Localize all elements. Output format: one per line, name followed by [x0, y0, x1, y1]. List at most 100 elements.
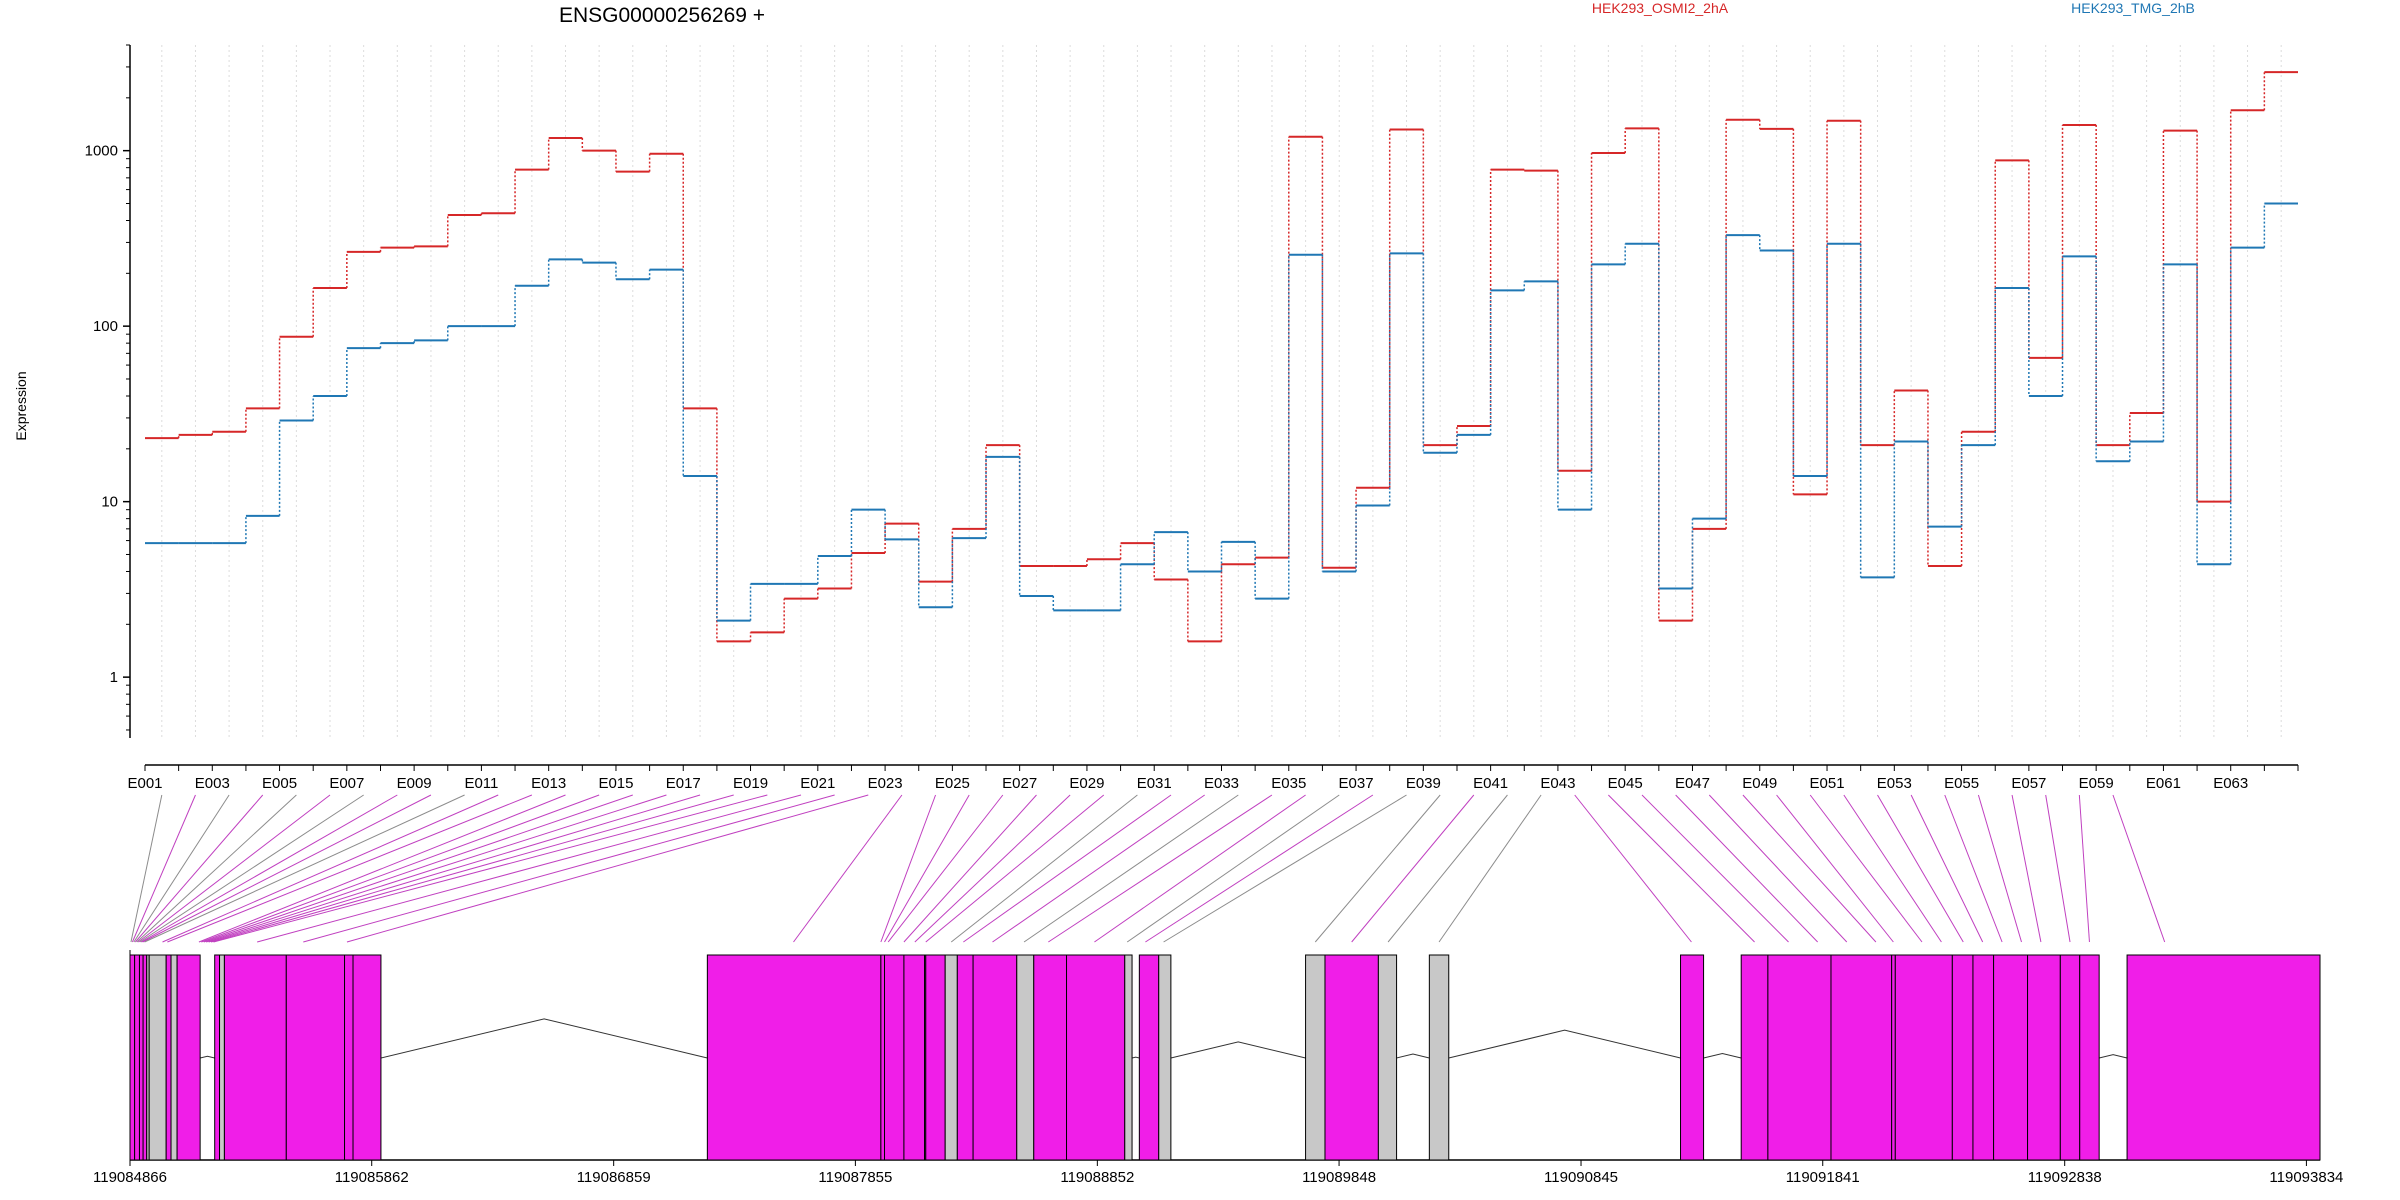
exon-block-12 — [223, 954, 287, 1161]
exon-block-21 — [925, 954, 946, 1161]
x-tick-label-E019: E019 — [733, 775, 768, 792]
connector-E041 — [1387, 794, 1508, 943]
exon-block-33 — [1377, 954, 1398, 1161]
x-tick-label-E007: E007 — [329, 775, 364, 792]
connector-E001 — [130, 794, 163, 943]
x-tick-label-E047: E047 — [1675, 775, 1710, 792]
intron-5 — [1396, 1053, 1430, 1059]
x-tick-label-E013: E013 — [531, 775, 566, 792]
exon-block-25 — [1016, 954, 1035, 1161]
x-tick-label-E061: E061 — [2146, 775, 2181, 792]
connector-E008 — [140, 794, 398, 943]
legend: HEK293_OSMI2_2hA HEK293_TMG_2hB — [1592, 0, 2195, 16]
connector-E015 — [203, 794, 633, 943]
exon-block-24 — [972, 954, 1018, 1161]
exon-block-10 — [214, 954, 221, 1161]
intron-8 — [2099, 1054, 2128, 1059]
connector-E036 — [1126, 794, 1340, 943]
exon-block-45 — [2059, 954, 2081, 1161]
intron-6 — [1448, 1029, 1681, 1059]
connector-E004 — [134, 794, 264, 943]
exon-block-39 — [1891, 954, 1896, 1161]
connector-E025 — [884, 794, 970, 943]
connector-E052 — [1877, 794, 1964, 943]
exon-block-19 — [903, 954, 926, 1161]
connector-E003 — [133, 794, 230, 943]
genome-tick-label-119093834: 119093834 — [2269, 1169, 2343, 1186]
x-tick-label-E023: E023 — [868, 775, 903, 792]
connector-E050 — [1809, 794, 1923, 943]
y-tick-label-10: 10 — [101, 494, 118, 511]
connector-E055 — [1977, 794, 2022, 943]
connector-E022 — [346, 794, 869, 943]
x-tick-label-E049: E049 — [1742, 775, 1777, 792]
exon-block-11 — [219, 954, 225, 1161]
connector-E056 — [2011, 794, 2042, 943]
connector-E040 — [1351, 794, 1475, 943]
x-tick-label-E059: E059 — [2079, 775, 2114, 792]
genome-tick-label-119092838: 119092838 — [2028, 1169, 2102, 1186]
exon-block-2 — [134, 954, 140, 1161]
x-tick-label-E035: E035 — [1271, 775, 1306, 792]
x-tick-label-E015: E015 — [598, 775, 633, 792]
connector-E012 — [167, 794, 533, 943]
chart-title: ENSG00000256269 + — [559, 4, 765, 27]
y-tick-label-1000: 1000 — [85, 143, 118, 160]
y-tick-label-1: 1 — [110, 669, 118, 686]
connector-E047 — [1708, 794, 1848, 943]
exon-block-27 — [1066, 954, 1126, 1161]
x-tick-label-E041: E041 — [1473, 775, 1508, 792]
x-tick-label-E005: E005 — [262, 775, 297, 792]
exon-block-31 — [1305, 954, 1326, 1161]
connector-E046 — [1675, 794, 1818, 943]
connector-E016 — [206, 794, 667, 943]
connector-E043 — [1574, 794, 1692, 943]
connector-E024 — [880, 794, 937, 943]
connector-E018 — [210, 794, 734, 943]
x-tick-label-E055: E055 — [1944, 775, 1979, 792]
connector-E059 — [2112, 794, 2166, 943]
intron-2 — [380, 1018, 708, 1059]
x-tick-label-E053: E053 — [1877, 775, 1912, 792]
connector-E009 — [142, 794, 432, 943]
x-tick-label-E029: E029 — [1069, 775, 1104, 792]
connector-E021 — [303, 794, 835, 943]
axes: 1 10 100 1000 E001 E003 E005 E007 E009 E011 E013 E0… — [85, 44, 2299, 792]
series-lines — [145, 71, 2298, 643]
exon-block-43 — [1993, 954, 2029, 1161]
exon-block-3 — [138, 954, 144, 1161]
exon-block-47 — [2126, 954, 2321, 1161]
connector-E033 — [1023, 794, 1239, 943]
exon-block-38 — [1830, 954, 1893, 1161]
exon-block-7 — [165, 954, 172, 1161]
connector-E020 — [257, 794, 802, 943]
exon-block-6 — [148, 954, 167, 1161]
connector-E057 — [2045, 794, 2071, 943]
x-tick-label-E063: E063 — [2213, 775, 2248, 792]
gene-model: 119084866 119085862 119086859 119087855 1190… — [93, 950, 2343, 1186]
connector-E013 — [198, 794, 566, 943]
connector-E017 — [208, 794, 701, 943]
exon-block-17 — [880, 954, 886, 1161]
connector-E028 — [914, 794, 1071, 943]
exon-block-37 — [1767, 954, 1832, 1161]
x-tick-label-E025: E025 — [935, 775, 970, 792]
connector-E051 — [1843, 794, 1942, 943]
exon-block-18 — [884, 954, 905, 1161]
genome-tick-label-119085862: 119085862 — [335, 1169, 409, 1186]
connector-E054 — [1944, 794, 2003, 943]
x-tick-label-E009: E009 — [397, 775, 432, 792]
connector-E007 — [139, 794, 364, 943]
connector-E053 — [1910, 794, 1984, 943]
connector-E030 — [950, 794, 1138, 943]
connector-E023 — [793, 794, 903, 943]
exon-block-35 — [1680, 954, 1705, 1161]
x-tick-label-E051: E051 — [1810, 775, 1845, 792]
connector-E029 — [925, 794, 1105, 943]
genome-tick-label-119086859: 119086859 — [577, 1169, 651, 1186]
y-axis-label: Expression — [13, 371, 29, 440]
exon-block-44 — [2027, 954, 2061, 1161]
connector-E031 — [963, 794, 1172, 943]
connector-E019 — [213, 794, 768, 943]
